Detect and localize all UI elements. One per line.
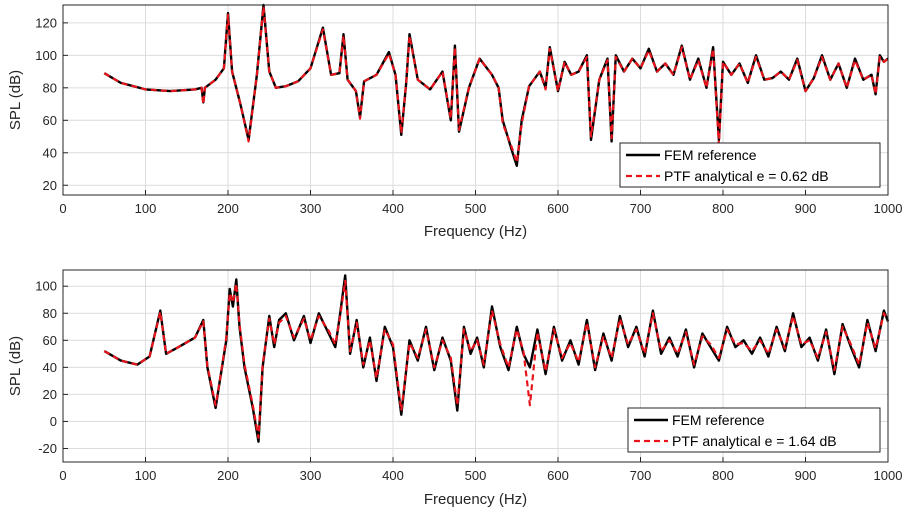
y-tick-label: 100 [35, 279, 57, 294]
x-tick-label: 600 [547, 201, 569, 216]
x-tick-label: 800 [712, 468, 734, 483]
legend-label: PTF analytical e = 0.62 dB [664, 168, 829, 184]
x-tick-label: 1000 [874, 201, 903, 216]
y-tick-label: 80 [43, 80, 57, 95]
x-tick-label: 500 [465, 201, 487, 216]
y-tick-label: 40 [43, 360, 57, 375]
y-tick-label: 40 [43, 145, 57, 160]
y-tick-label: -20 [38, 441, 57, 456]
y-axis-label: SPL (dB) [7, 336, 24, 396]
y-tick-label: 120 [35, 15, 57, 30]
legend-label: PTF analytical e = 1.64 dB [672, 433, 837, 449]
chart-panel-1: 0 100 200 300 400 500 600 700 800 900 1000 20 40 60 80… [7, 3, 903, 240]
y-tick-label: 60 [43, 113, 57, 128]
series-line-ptf-analytical [103, 5, 889, 164]
y-tick-label: 0 [50, 414, 57, 429]
x-tick-label: 400 [382, 468, 404, 483]
x-tick-label: 100 [135, 468, 157, 483]
x-tick-label: 0 [59, 201, 66, 216]
x-tick-label: 200 [217, 468, 239, 483]
legend-box [627, 407, 881, 453]
x-axis-label: Frequency (Hz) [424, 223, 527, 240]
y-tick-label: 60 [43, 333, 57, 348]
x-tick-label: 700 [630, 468, 652, 483]
series-line-ptf-analytical [103, 279, 889, 439]
y-tick-label: 20 [43, 178, 57, 193]
legend-label: FEM reference [672, 412, 765, 428]
y-axis-label: SPL (dB) [7, 70, 24, 130]
x-tick-label: 0 [59, 468, 66, 483]
chart-panel-2: 0 100 200 300 400 500 600 700 800 900 1000-2002040… [7, 269, 903, 508]
y-tick-label: 20 [43, 387, 57, 402]
legend: FEM reference PTF analytical e = 1.64 dB [627, 407, 881, 453]
x-tick-label: 1000 [874, 468, 903, 483]
x-tick-label: 200 [217, 201, 239, 216]
legend-box [619, 142, 881, 188]
x-tick-label: 700 [630, 201, 652, 216]
y-tick-label: 100 [35, 48, 57, 63]
y-tick-label: 80 [43, 306, 57, 321]
x-tick-label: 800 [712, 201, 734, 216]
legend: FEM reference PTF analytical e = 0.62 dB [619, 142, 881, 188]
x-tick-label: 500 [465, 468, 487, 483]
x-tick-label: 300 [300, 468, 322, 483]
x-tick-label: 600 [547, 468, 569, 483]
legend-label: FEM reference [664, 147, 757, 163]
x-axis-label: Frequency (Hz) [424, 491, 527, 508]
x-tick-label: 900 [795, 201, 817, 216]
x-tick-label: 900 [795, 468, 817, 483]
x-tick-label: 400 [382, 201, 404, 216]
x-tick-label: 100 [135, 201, 157, 216]
x-tick-label: 300 [300, 201, 322, 216]
